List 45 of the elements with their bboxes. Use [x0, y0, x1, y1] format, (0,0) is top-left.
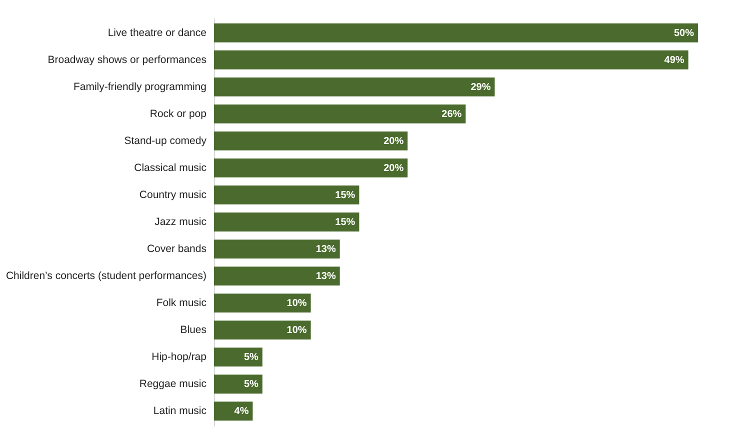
bar: [214, 266, 340, 286]
data-label: 49%: [664, 54, 684, 66]
y-tick-label: Live theatre or dance: [108, 26, 207, 39]
data-label: 10%: [286, 325, 307, 336]
bar: [214, 374, 262, 394]
bar: [214, 131, 408, 150]
bar: [214, 158, 408, 178]
y-tick-label: Children’s concerts (student performances): [6, 270, 206, 282]
data-label: 20%: [384, 136, 404, 147]
bar: [214, 240, 340, 258]
y-tick-label: Hip-hop/rap: [152, 351, 207, 364]
bar: [214, 77, 495, 96]
y-tick-label: Cover bands: [146, 243, 206, 256]
data-label: 13%: [316, 271, 336, 282]
bar: [214, 212, 360, 232]
bar: [214, 186, 360, 204]
data-label: 26%: [442, 108, 462, 120]
data-label: 13%: [316, 244, 336, 256]
bar: [214, 402, 253, 421]
y-tick-label: Broadway shows or performances: [48, 54, 206, 66]
y-tick-label: Family-friendly programming: [73, 80, 207, 93]
y-tick-label: Jazz music: [154, 216, 206, 228]
bar: [214, 50, 688, 70]
y-tick-label: Country music: [139, 188, 206, 201]
bar: [214, 348, 262, 367]
data-label: 15%: [335, 190, 356, 201]
y-tick-label: Folk music: [156, 297, 206, 310]
data-label: 29%: [470, 82, 491, 93]
y-tick-label: Blues: [180, 324, 206, 336]
y-tick-label: Rock or pop: [150, 108, 207, 120]
y-tick-label: Reggae music: [139, 378, 206, 390]
data-label: 15%: [335, 217, 356, 228]
data-label: 20%: [384, 162, 404, 174]
data-label: 50%: [674, 28, 694, 39]
bar: [214, 320, 311, 340]
data-label: 5%: [244, 379, 259, 390]
bar: [214, 294, 311, 313]
bar: [214, 104, 466, 124]
data-label: 5%: [244, 352, 259, 364]
data-label: 4%: [234, 406, 249, 418]
y-tick-label: Latin music: [153, 405, 206, 418]
data-label: 10%: [286, 298, 307, 310]
y-tick-label: Stand-up comedy: [124, 134, 208, 147]
y-tick-label: Classical music: [134, 162, 206, 174]
bar: [214, 23, 698, 42]
